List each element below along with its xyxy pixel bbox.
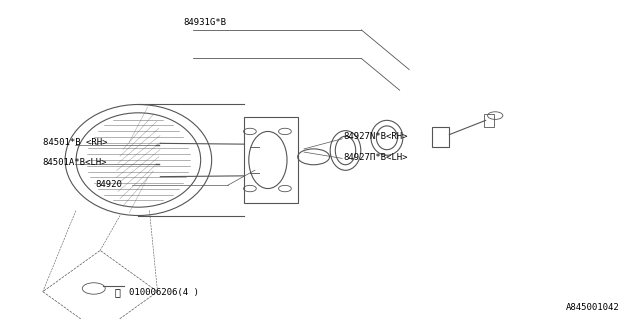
Text: 84920: 84920 [96,180,123,188]
Text: A845001042: A845001042 [566,303,620,312]
Text: 84927Π*B<LH>: 84927Π*B<LH> [344,153,408,162]
Bar [484,114,494,127]
Text: Ⓑ: Ⓑ [115,288,121,298]
Bar [431,127,449,147]
Text: 84501A*B<LH>: 84501A*B<LH> [43,158,108,167]
Text: 84927N*B<RH>: 84927N*B<RH> [344,132,408,141]
Text: 84931G*B: 84931G*B [183,18,226,27]
Bar [244,117,298,203]
Text: 010006206(4 ): 010006206(4 ) [129,288,198,297]
Text: 84501*B <RH>: 84501*B <RH> [43,138,108,147]
